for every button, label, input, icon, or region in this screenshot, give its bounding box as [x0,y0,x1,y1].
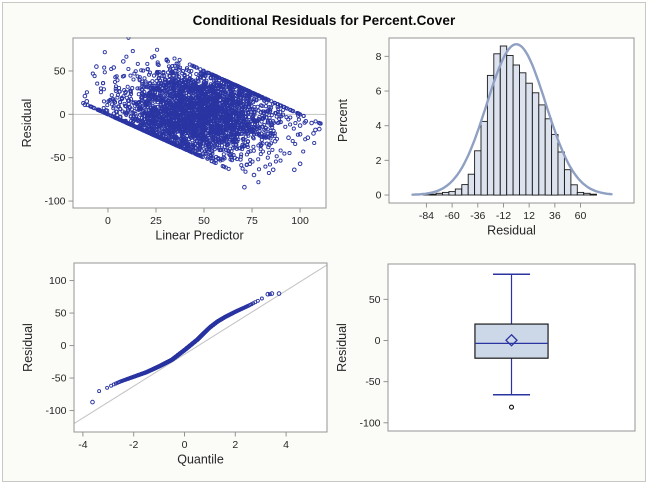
x-tick-label: -36 [470,210,485,222]
y-axis-title: Percent [336,98,350,142]
x-tick-label: 75 [246,215,258,227]
x-tick-label: 4 [283,439,289,451]
y-tick-label: 8 [376,51,382,63]
y-tick-label: -100 [359,417,380,429]
normal-density-curve [411,43,613,196]
y-tick-label: 0 [60,109,66,121]
resid-qq-frame [73,262,328,433]
y-axis-title: Residual [21,323,35,372]
qq-points [90,291,282,405]
resid-box-frame [387,263,636,432]
y-tick-label: 6 [376,86,382,98]
y-tick-label: -100 [44,196,65,208]
x-tick-label: 25 [150,215,162,227]
resid-hist-content [411,43,613,196]
resid-qq-content [73,264,328,425]
mean-diamond-marker [505,333,518,347]
y-tick-label: -50 [365,376,380,388]
y-axis-title: Residual [20,99,34,148]
resid-qq-axes: -4 -2 0 2 4 -100 -50 0 50 100 Quantile Residual [21,275,289,466]
resid-vs-pred-content [73,37,326,190]
y-axis-title: Residual [335,323,349,372]
resid-hist-axes: -84 -60 -36 -12 12 36 60 0 2 4 6 8 Residual Percent [336,51,587,238]
figure-title: Conditional Residuals for Percent.Cover [192,13,456,28]
y-tick-label: -50 [51,373,66,385]
x-tick-label: -2 [129,439,138,451]
x-tick-label: 100 [291,215,309,227]
x-tick-label: -60 [445,210,460,222]
y-tick-label: 100 [49,275,67,287]
scatter-residual-vs-linear-predictor: 0 25 50 75 100 -100 -50 0 50 Linear Predictor Resi… [19,31,343,258]
resid-vs-pred-axes: 0 25 50 75 100 -100 -50 0 50 Linear Predictor Resi… [20,65,309,242]
y-tick-label: 0 [375,335,381,347]
resid-box-axes: -100 -50 0 50 Residual [335,294,388,429]
resid-box-svg: -100 -50 0 50 Residual [335,263,636,432]
x-axis-title: Linear Predictor [155,229,243,243]
y-tick-label: -50 [50,152,65,164]
outlier-point [508,404,515,410]
x-tick-label: 2 [232,439,238,451]
x-tick-label: 50 [198,215,210,227]
x-tick-label: -4 [78,439,87,451]
x-tick-label: -84 [419,210,434,222]
boxplot-residual: -100 -50 0 50 Residual [333,253,645,486]
y-tick-label: 50 [369,294,381,306]
resid-vs-pred-svg: 0 25 50 75 100 -100 -50 0 50 Linear Predictor Resi… [20,37,327,243]
qq-reference-line [73,264,328,425]
x-tick-label: 12 [523,210,535,222]
y-tick-label: 2 [376,155,382,167]
scatter-points [81,37,323,190]
histogram-bars [422,45,597,196]
histogram-residual-distribution: -84 -60 -36 -12 12 36 60 0 2 4 6 8 Residual Percent [333,31,645,258]
x-axis-title: Residual [487,224,536,238]
x-tick-label: -12 [496,210,511,222]
resid-vs-pred-frame [72,37,327,209]
iqr-box [474,323,549,359]
x-axis-title: Quantile [177,453,224,467]
y-tick-label: 50 [55,308,67,320]
resid-hist-svg: -84 -60 -36 -12 12 36 60 0 2 4 6 8 Residual Percent [336,37,635,238]
diagnostics-panel: Conditional Residuals for Percent.Cover … [2,2,646,482]
qq-plot-residual: -4 -2 0 2 4 -100 -50 0 50 100 Quantile Residual [19,253,343,488]
y-tick-label: 0 [61,340,67,352]
y-tick-label: 4 [376,120,382,132]
y-tick-label: 50 [54,65,66,77]
y-tick-label: 0 [376,190,382,202]
resid-box-content [474,273,549,410]
resid-hist-frame [388,37,635,204]
x-tick-label: 36 [549,210,561,222]
x-tick-label: 60 [575,210,587,222]
y-tick-label: -100 [45,405,66,417]
x-tick-label: 0 [105,215,111,227]
resid-qq-svg: -4 -2 0 2 4 -100 -50 0 50 100 Quantile Residual [21,262,328,467]
x-tick-label: 0 [182,439,188,451]
